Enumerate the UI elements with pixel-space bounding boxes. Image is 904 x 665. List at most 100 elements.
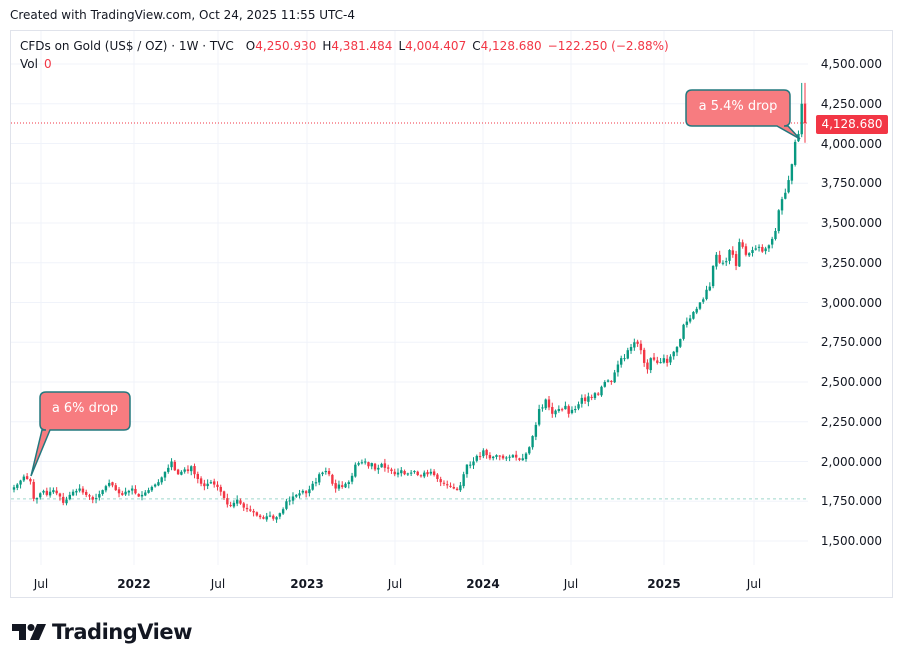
candle xyxy=(350,472,354,485)
price-axis-label: 3,750.000 xyxy=(820,176,882,191)
price-axis-label: 3,000.000 xyxy=(820,295,882,310)
candle xyxy=(619,355,623,368)
candle xyxy=(183,467,186,474)
candle xyxy=(593,392,597,401)
candle xyxy=(255,511,259,517)
candle xyxy=(117,487,121,498)
candle xyxy=(373,462,377,472)
candle xyxy=(367,461,370,469)
price-axis-label: 2,000.000 xyxy=(820,454,882,469)
candle xyxy=(337,480,341,491)
candle xyxy=(748,252,751,258)
symbol-label[interactable]: CFDs on Gold (US$ / OZ) · 1W · TVC xyxy=(20,39,234,53)
candle xyxy=(341,481,344,489)
candle xyxy=(669,354,672,366)
candle xyxy=(705,285,708,301)
candle xyxy=(636,339,639,347)
candle xyxy=(377,464,380,474)
candle xyxy=(790,163,794,185)
candle xyxy=(455,487,459,491)
candle xyxy=(229,501,232,508)
candle xyxy=(114,482,117,491)
candle xyxy=(642,347,646,367)
candle xyxy=(104,484,108,493)
candle xyxy=(482,448,485,459)
candle xyxy=(400,467,403,477)
callout-5-4pct-drop[interactable]: a 5.4% drop xyxy=(698,99,778,114)
candle xyxy=(731,246,734,258)
time-axis-label: 2025 xyxy=(647,577,681,591)
tradingview-logo[interactable]: TradingView xyxy=(12,620,192,644)
candle xyxy=(285,498,288,511)
candle xyxy=(295,494,298,498)
candle xyxy=(659,357,662,364)
candle xyxy=(209,479,213,485)
price-axis-label: 1,500.000 xyxy=(820,534,882,548)
candle xyxy=(239,498,242,505)
price-axis-label: 4,000.000 xyxy=(820,136,882,151)
price-axis-label: 3,250.000 xyxy=(820,255,882,270)
candle xyxy=(734,250,738,271)
candle xyxy=(675,346,679,357)
candle xyxy=(711,265,715,289)
candle xyxy=(298,489,301,499)
candle xyxy=(390,467,393,474)
candle xyxy=(521,453,524,461)
time-axis-label: Jul xyxy=(210,577,226,591)
candle xyxy=(206,479,209,490)
change-value: −122.250 (−2.88%) xyxy=(547,39,669,53)
candle xyxy=(107,479,111,488)
candle xyxy=(203,479,206,491)
candle xyxy=(386,464,390,473)
candle xyxy=(646,359,649,374)
candle xyxy=(19,479,22,489)
candle xyxy=(170,458,173,471)
candle xyxy=(793,139,797,167)
candle xyxy=(803,82,807,143)
candle xyxy=(784,188,787,200)
candle xyxy=(144,490,147,497)
candle xyxy=(39,492,42,500)
candle xyxy=(682,323,685,341)
candle xyxy=(137,493,140,498)
candle xyxy=(130,485,134,495)
candle xyxy=(511,454,515,458)
candle xyxy=(419,474,423,478)
candle xyxy=(344,482,347,489)
candle xyxy=(45,487,49,497)
candle xyxy=(744,243,748,257)
candle xyxy=(541,404,544,412)
candle xyxy=(570,406,574,415)
candle xyxy=(55,487,58,496)
candle xyxy=(679,338,682,349)
candle xyxy=(757,244,761,252)
candle xyxy=(459,481,462,492)
candle xyxy=(429,468,433,476)
candle xyxy=(48,487,52,498)
candle xyxy=(232,500,236,509)
candle xyxy=(406,472,410,476)
candle xyxy=(16,483,19,491)
candle xyxy=(725,257,728,266)
candle xyxy=(751,246,754,257)
candle xyxy=(754,245,757,251)
time-axis-label: Jul xyxy=(746,577,762,591)
candle xyxy=(71,489,75,497)
candle xyxy=(12,484,16,493)
candle xyxy=(167,464,170,474)
candle xyxy=(268,511,272,518)
callout-6pct-drop[interactable]: a 6% drop xyxy=(51,401,119,416)
candle xyxy=(524,452,528,462)
candle xyxy=(721,260,725,266)
candle xyxy=(491,455,495,461)
candle xyxy=(600,385,603,397)
candle xyxy=(308,485,311,497)
candle xyxy=(672,350,675,360)
candle xyxy=(416,470,419,477)
candle xyxy=(587,392,590,407)
candle xyxy=(304,490,308,498)
candle xyxy=(78,484,81,493)
candle xyxy=(728,249,731,265)
candle xyxy=(226,493,229,508)
